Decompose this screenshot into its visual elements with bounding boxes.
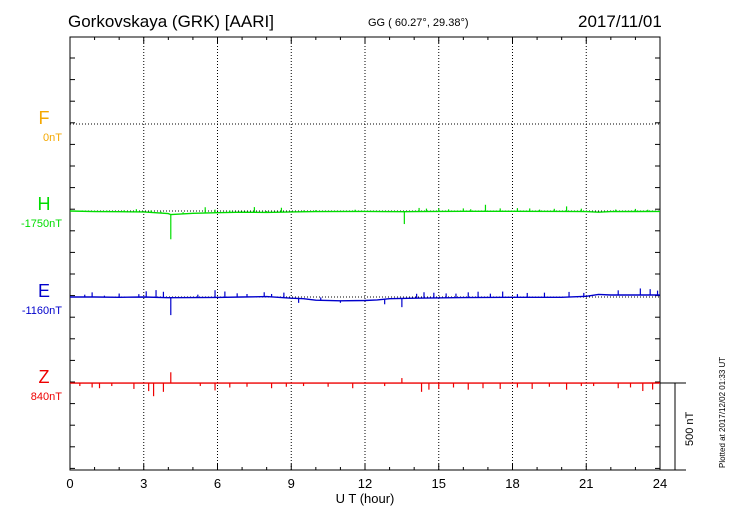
x-tick-label: 6 [214, 476, 221, 491]
x-tick-label: 24 [653, 476, 667, 491]
component-baseline-z: 840nT [30, 391, 62, 403]
component-label-z: Z [38, 367, 50, 387]
component-baseline-f: 0nT [43, 132, 62, 144]
component-label-h: H [37, 194, 51, 214]
station-title: Gorkovskaya (GRK) [AARI] [68, 12, 274, 31]
series-line-e [70, 293, 660, 302]
x-tick-label: 3 [140, 476, 147, 491]
station-coordinates: GG ( 60.27°, 29.38°) [368, 17, 469, 29]
x-tick-label: 15 [432, 476, 446, 491]
x-tick-label: 9 [288, 476, 295, 491]
component-baseline-e: -1160nT [21, 305, 62, 317]
component-label-f: F [38, 108, 50, 128]
x-tick-label: 21 [579, 476, 593, 491]
series-line-h [69, 210, 661, 216]
component-label-e: E [37, 281, 50, 301]
plot-date: 2017/11/01 [578, 12, 662, 31]
scale-bar-label: 500 nT [684, 411, 696, 446]
x-tick-label: 12 [358, 476, 372, 491]
x-axis-label: U T (hour) [336, 491, 395, 506]
x-tick-label: 0 [66, 476, 73, 491]
x-tick-label: 18 [505, 476, 519, 491]
component-baseline-h: -1750nT [21, 218, 62, 230]
